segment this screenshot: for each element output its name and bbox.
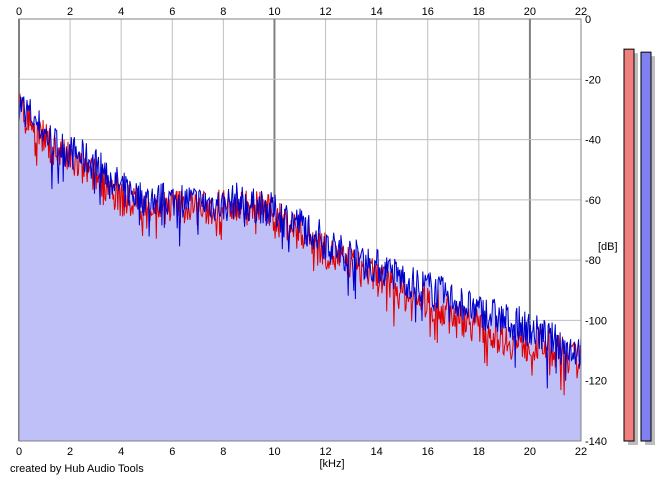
y-tick-label: -140: [585, 436, 607, 448]
y-tick-label: -60: [585, 195, 601, 207]
x-tick-label-bottom: 18: [473, 446, 485, 458]
x-tick-labels-bottom: 0 2 4 6 8 10 12 14 16 18 20 22: [16, 446, 587, 458]
x-tick-label-top: 22: [575, 6, 587, 18]
x-tick-label-bottom: 6: [169, 446, 175, 458]
x-tick-label-top: 6: [169, 6, 175, 18]
x-tick-label-bottom: 10: [268, 446, 280, 458]
y-tick-label: 0: [585, 14, 591, 26]
x-tick-label-bottom: 22: [575, 446, 587, 458]
y-tick-label: -80: [585, 255, 601, 267]
x-tick-label-bottom: 12: [319, 446, 331, 458]
spectrum-line-blue: [18, 96, 582, 389]
y-tick-labels: 0 -20 -40 -60 -80 -100 -120 -140: [585, 14, 607, 448]
plot-border: [18, 18, 582, 442]
y-tick-label: -40: [585, 135, 601, 147]
x-tick-label-top: 2: [67, 6, 73, 18]
x-tick-label-bottom: 8: [220, 446, 226, 458]
x-tick-labels-top: 0 2 4 6 8 10 12 14 16 18 20 22: [16, 6, 587, 18]
x-tick-label-top: 20: [524, 6, 536, 18]
x-tick-label-bottom: 20: [524, 446, 536, 458]
x-tick-label-top: 18: [473, 6, 485, 18]
x-tick-label-bottom: 2: [67, 446, 73, 458]
credit-text: created by Hub Audio Tools: [10, 463, 144, 475]
spectrum-area-fill: [19, 96, 581, 441]
y-tick-label: -100: [585, 315, 607, 327]
x-tick-label-bottom: 14: [371, 446, 383, 458]
x-axis-label: [kHz]: [319, 458, 344, 470]
meter-left-bar: [623, 48, 635, 442]
spectrum-fill: [19, 96, 581, 441]
meter-right-bar: [640, 51, 652, 442]
y-tick-label: -20: [585, 74, 601, 86]
level-meters: [623, 48, 655, 446]
y-axis-label: [dB]: [598, 241, 618, 253]
plot-frame: [18, 18, 582, 442]
x-tick-label-top: 16: [422, 6, 434, 18]
x-tick-label-top: 12: [319, 6, 331, 18]
x-tick-label-top: 14: [371, 6, 383, 18]
y-tick-label: -120: [585, 376, 607, 388]
spectrum-lines: [18, 93, 582, 396]
x-tick-label-top: 8: [220, 6, 226, 18]
x-tick-label-bottom: 0: [16, 446, 22, 458]
x-tick-label-bottom: 16: [422, 446, 434, 458]
x-tick-label-top: 10: [268, 6, 280, 18]
x-tick-label-top: 0: [16, 6, 22, 18]
x-tick-label-top: 4: [118, 6, 124, 18]
x-tick-label-bottom: 4: [118, 446, 124, 458]
